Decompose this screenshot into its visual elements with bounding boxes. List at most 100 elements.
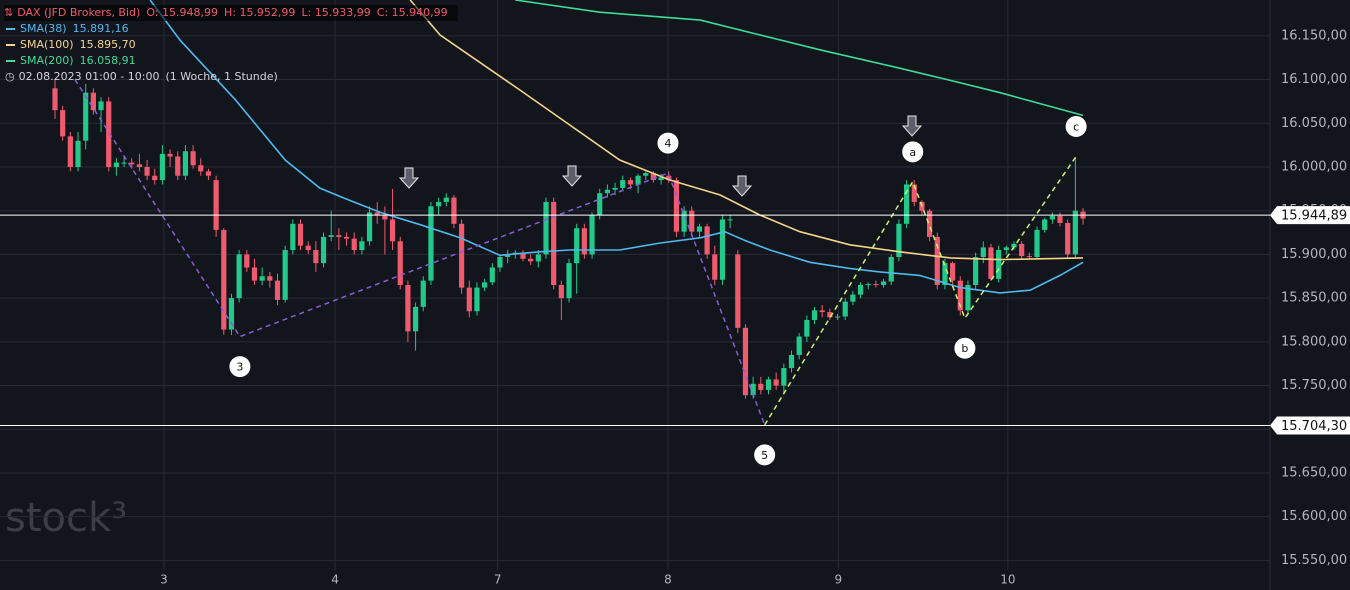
candle-body xyxy=(159,153,166,181)
candle-body xyxy=(290,223,296,251)
candle-body xyxy=(973,257,979,285)
candle-body xyxy=(528,258,534,262)
legend-row: SMA(38) 15.891,16 xyxy=(4,21,458,37)
candle-body xyxy=(267,276,273,281)
candle-body xyxy=(221,229,227,330)
candle-body xyxy=(612,187,618,190)
candle-body xyxy=(274,280,281,300)
candle-body xyxy=(121,162,127,164)
candle-body xyxy=(643,173,649,176)
period: (1 Woche, 1 Stunde) xyxy=(165,70,278,83)
candle-body xyxy=(244,254,250,268)
candle-body xyxy=(635,175,641,185)
wave-label-bg xyxy=(1064,114,1088,138)
candle-body xyxy=(773,379,779,386)
candle-body xyxy=(880,281,887,285)
candle-body xyxy=(742,327,749,396)
chart-icon: ⇅ xyxy=(4,6,14,19)
ohlc-label: H: 15.952,99 xyxy=(223,6,296,19)
candle-body xyxy=(320,236,327,264)
candle-body xyxy=(980,247,986,258)
candle-body xyxy=(804,319,810,337)
candle-body xyxy=(896,223,902,258)
candle-body xyxy=(911,184,917,202)
candle-body xyxy=(451,197,457,224)
candle-body xyxy=(735,254,741,328)
candle-body xyxy=(236,254,242,299)
wave-label-bg xyxy=(901,140,925,164)
grid xyxy=(0,0,1270,570)
candle-body xyxy=(888,257,894,282)
candle-body xyxy=(988,247,994,279)
price-label-bg xyxy=(1270,416,1350,435)
legend-value: 15.895,70 xyxy=(79,38,136,51)
candle-body xyxy=(259,276,265,281)
candle-body xyxy=(420,280,426,307)
candle-body xyxy=(213,180,219,230)
wave-label: c xyxy=(1073,120,1079,133)
clock-icon: ◷ xyxy=(5,70,15,83)
candle-body xyxy=(297,223,304,246)
candle-body xyxy=(228,298,235,330)
y-tick-label: 15.600,00 xyxy=(1281,509,1347,524)
wave-line xyxy=(74,79,766,426)
candle-body xyxy=(1042,219,1048,230)
candle-body xyxy=(535,254,541,262)
candle-body xyxy=(198,165,204,172)
legend: ⇅ DAX (JFD Brokers, Bid) O: 15.948,99 H: … xyxy=(4,5,458,85)
ohlc-label: L: 15.933,99 xyxy=(301,6,371,19)
candle-body xyxy=(1072,210,1078,255)
candle-body xyxy=(765,379,772,390)
candle-body xyxy=(788,354,795,369)
candle-body xyxy=(113,162,119,167)
y-tick-label: 15.550,00 xyxy=(1281,553,1347,568)
x-tick-label: 7 xyxy=(494,573,502,587)
candle-body xyxy=(666,175,672,181)
candle-body xyxy=(865,284,871,286)
candle-body xyxy=(934,236,940,285)
candle-body xyxy=(957,280,963,311)
legend-row: SMA(200) 16.058,91 xyxy=(4,53,458,69)
candle-body xyxy=(1019,243,1025,257)
wave-label: a xyxy=(909,146,916,159)
legend-value: 15.891,16 xyxy=(72,22,129,35)
y-tick-label: 15.850,00 xyxy=(1281,291,1347,306)
candle-body xyxy=(190,151,196,166)
x-tick-label: 3 xyxy=(160,573,168,587)
wave-label: 4 xyxy=(664,137,671,150)
x-tick-label: 4 xyxy=(331,573,339,587)
candle-body xyxy=(251,267,258,281)
candle-body xyxy=(397,241,403,285)
candle-body xyxy=(965,285,971,311)
candle-body xyxy=(52,88,58,111)
candle-body xyxy=(182,151,189,176)
candle-body xyxy=(1065,222,1071,255)
candle-body xyxy=(497,257,503,268)
candle-body xyxy=(489,267,495,283)
candle-body xyxy=(996,250,1002,279)
candle-body xyxy=(167,153,173,157)
candle-body xyxy=(1057,215,1063,223)
date-row: ◷ 02.08.2023 01:00 - 10:00 (1 Woche, 1 S… xyxy=(4,69,458,85)
wave-label-bg xyxy=(753,443,777,467)
candle-body xyxy=(412,306,419,332)
y-tick-label: 16.050,00 xyxy=(1281,116,1347,131)
candle-body xyxy=(382,215,388,220)
candle-body xyxy=(67,136,73,167)
candle-body xyxy=(466,287,472,312)
legend-swatch xyxy=(6,60,15,62)
candle-body xyxy=(627,180,633,185)
candle-body xyxy=(681,210,687,232)
candle-body xyxy=(712,254,718,280)
candle-body xyxy=(136,164,142,167)
candle-body xyxy=(83,92,89,141)
candle-body xyxy=(796,336,802,355)
candle-body xyxy=(834,316,841,318)
candle-body xyxy=(389,219,396,242)
wave-label-bg xyxy=(953,336,977,360)
sma-line xyxy=(149,0,1084,294)
candle-body xyxy=(474,287,480,312)
candle-body xyxy=(144,166,150,176)
candle-body xyxy=(857,285,864,295)
candle-body xyxy=(781,368,787,386)
